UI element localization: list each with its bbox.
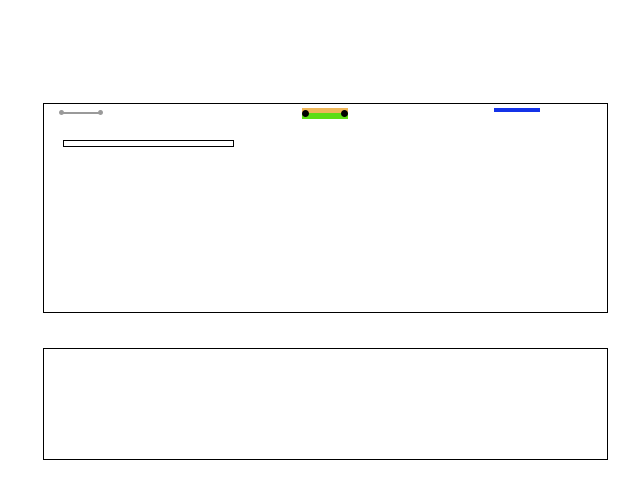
ensemble-members-swatch-icon xyxy=(58,108,104,117)
cumulative-precipitation-chart xyxy=(43,103,608,313)
top-chart-legend xyxy=(52,106,600,124)
legend-normal xyxy=(494,108,546,112)
legend-ensemble-average xyxy=(302,108,354,119)
legend-ensemble-members xyxy=(58,108,110,117)
top-chart-canvas xyxy=(44,104,607,312)
bottom-chart-canvas xyxy=(44,349,607,459)
ensemble-average-swatch-icon xyxy=(302,108,348,119)
normal-swatch-icon xyxy=(494,108,540,112)
daily-precipitation-chart xyxy=(43,348,608,460)
percent-of-crop-box xyxy=(63,140,234,147)
